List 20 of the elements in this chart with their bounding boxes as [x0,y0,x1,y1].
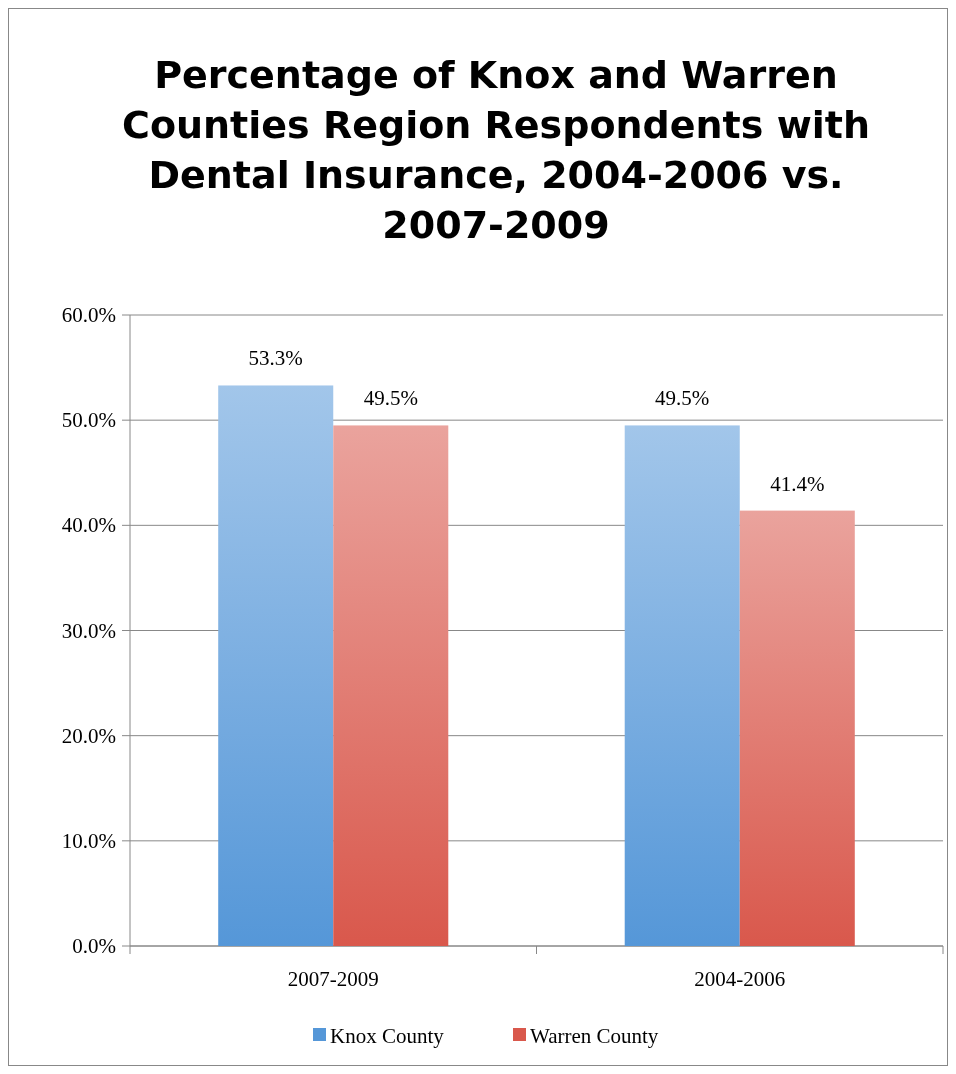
data-label: 41.4% [770,471,825,496]
chart-title: Percentage of Knox and Warren Counties Region Respondents with Dental Insurance, 2004-2006 vs. 2007-2009 [122,53,870,247]
legend-label: Knox County [330,1024,445,1048]
bar [739,510,855,946]
legend-label: Warren County [530,1024,659,1048]
data-label: 53.3% [248,346,303,371]
y-tick-label: 20.0% [61,723,116,748]
y-tick-label: 60.0% [61,303,116,327]
bar [624,425,740,946]
data-label: 49.5% [363,386,418,411]
x-tick-label: 2004-2006 [694,967,786,991]
y-tick-label: 10.0% [61,828,116,853]
bar [333,425,449,946]
data-label: 49.5% [655,386,710,411]
x-tick-label: 2007-2009 [287,967,379,991]
y-tick-label: 50.0% [61,408,116,433]
bar [218,385,334,946]
y-tick-label: 40.0% [61,513,116,538]
y-tick-label: 30.0% [61,618,116,643]
y-tick-label: 0.0% [72,934,116,958]
